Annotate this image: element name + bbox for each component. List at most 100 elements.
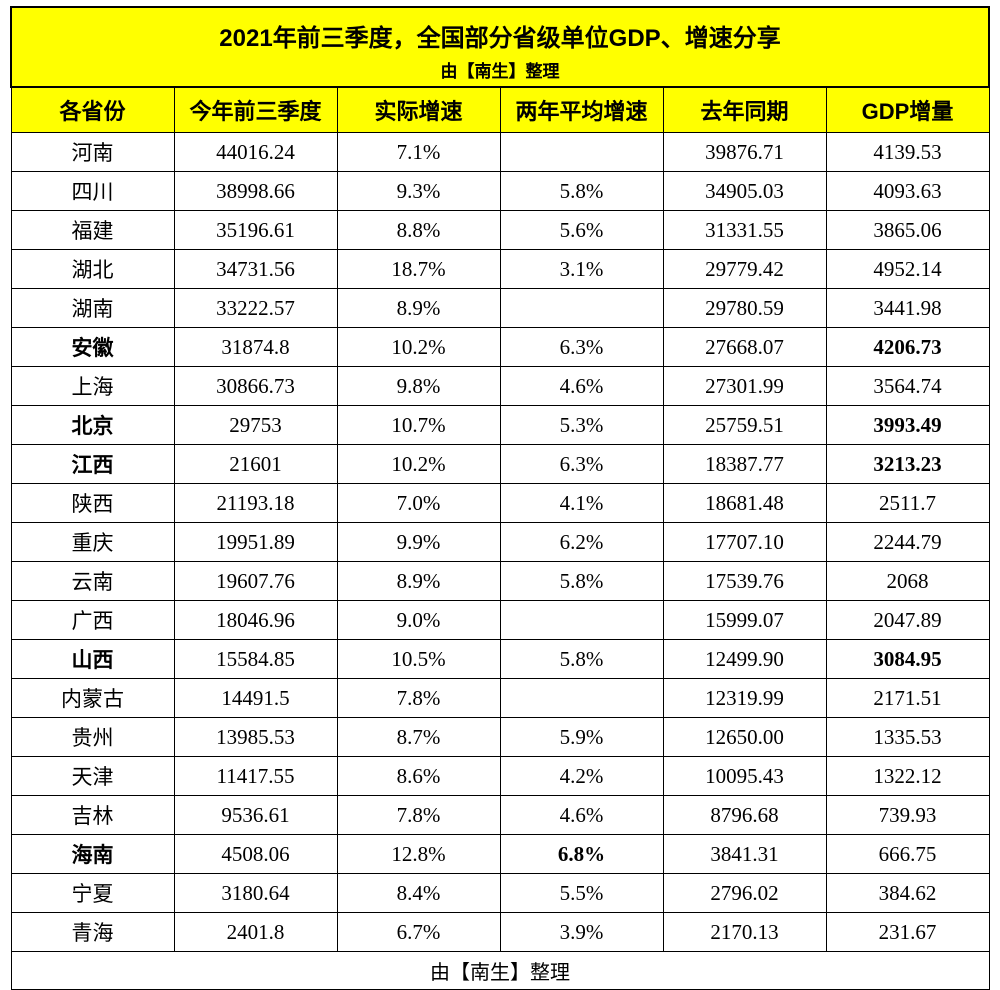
cell-province: 北京 [11,406,174,445]
footer-text: 由【南生】整理 [11,952,989,990]
cell-q3_2021: 18046.96 [174,601,337,640]
cell-growth: 8.9% [337,562,500,601]
cell-province: 宁夏 [11,874,174,913]
cell-increase: 2068 [826,562,989,601]
cell-province: 河南 [11,133,174,172]
cell-growth: 18.7% [337,250,500,289]
cell-avg2y: 4.2% [500,757,663,796]
cell-q3_2021: 11417.55 [174,757,337,796]
table-row: 四川38998.669.3%5.8%34905.034093.63 [11,172,989,211]
cell-q3_2021: 15584.85 [174,640,337,679]
cell-growth: 8.8% [337,211,500,250]
cell-growth: 9.8% [337,367,500,406]
cell-increase: 2511.7 [826,484,989,523]
cell-increase: 1335.53 [826,718,989,757]
cell-increase: 1322.12 [826,757,989,796]
title-row: 2021年前三季度，全国部分省级单位GDP、增速分享 由【南生】整理 [11,7,989,87]
cell-province: 四川 [11,172,174,211]
cell-increase: 666.75 [826,835,989,874]
cell-q3_2021: 13985.53 [174,718,337,757]
cell-growth: 10.5% [337,640,500,679]
cell-q3_2021: 29753 [174,406,337,445]
table-row: 安徽31874.810.2%6.3%27668.074206.73 [11,328,989,367]
cell-avg2y: 5.8% [500,562,663,601]
cell-increase: 3084.95 [826,640,989,679]
cell-q3_2021: 35196.61 [174,211,337,250]
cell-growth: 10.2% [337,328,500,367]
cell-lastyear: 15999.07 [663,601,826,640]
cell-province: 内蒙古 [11,679,174,718]
cell-avg2y: 3.9% [500,913,663,952]
cell-increase: 384.62 [826,874,989,913]
cell-growth: 8.9% [337,289,500,328]
cell-lastyear: 18387.77 [663,445,826,484]
cell-lastyear: 17539.76 [663,562,826,601]
table-row: 吉林9536.617.8%4.6%8796.68739.93 [11,796,989,835]
cell-province: 安徽 [11,328,174,367]
cell-growth: 7.8% [337,796,500,835]
cell-lastyear: 12650.00 [663,718,826,757]
cell-q3_2021: 14491.5 [174,679,337,718]
cell-growth: 8.4% [337,874,500,913]
cell-province: 吉林 [11,796,174,835]
table-row: 天津11417.558.6%4.2%10095.431322.12 [11,757,989,796]
cell-avg2y: 5.9% [500,718,663,757]
cell-avg2y [500,679,663,718]
cell-avg2y: 6.2% [500,523,663,562]
cell-province: 上海 [11,367,174,406]
cell-province: 江西 [11,445,174,484]
cell-increase: 231.67 [826,913,989,952]
cell-growth: 9.3% [337,172,500,211]
cell-province: 湖南 [11,289,174,328]
cell-province: 广西 [11,601,174,640]
cell-avg2y [500,133,663,172]
cell-avg2y [500,601,663,640]
cell-avg2y: 4.1% [500,484,663,523]
cell-province: 天津 [11,757,174,796]
col-header-increase: GDP增量 [826,87,989,133]
cell-province: 海南 [11,835,174,874]
cell-province: 陕西 [11,484,174,523]
table-row: 云南19607.768.9%5.8%17539.762068 [11,562,989,601]
cell-avg2y: 5.8% [500,172,663,211]
col-header-q3: 今年前三季度 [174,87,337,133]
cell-q3_2021: 19607.76 [174,562,337,601]
cell-avg2y: 6.3% [500,445,663,484]
header-row: 各省份 今年前三季度 实际增速 两年平均增速 去年同期 GDP增量 [11,87,989,133]
cell-increase: 2047.89 [826,601,989,640]
table-row: 湖南33222.578.9%29780.593441.98 [11,289,989,328]
table-row: 上海30866.739.8%4.6%27301.993564.74 [11,367,989,406]
table-row: 青海2401.86.7%3.9%2170.13231.67 [11,913,989,952]
cell-lastyear: 29779.42 [663,250,826,289]
cell-increase: 4093.63 [826,172,989,211]
table-row: 陕西21193.187.0%4.1%18681.482511.7 [11,484,989,523]
cell-q3_2021: 3180.64 [174,874,337,913]
cell-province: 重庆 [11,523,174,562]
cell-province: 青海 [11,913,174,952]
cell-lastyear: 25759.51 [663,406,826,445]
cell-growth: 10.7% [337,406,500,445]
cell-increase: 739.93 [826,796,989,835]
cell-avg2y: 5.3% [500,406,663,445]
cell-lastyear: 34905.03 [663,172,826,211]
table-row: 江西2160110.2%6.3%18387.773213.23 [11,445,989,484]
cell-lastyear: 29780.59 [663,289,826,328]
cell-growth: 9.0% [337,601,500,640]
table-row: 北京2975310.7%5.3%25759.513993.49 [11,406,989,445]
table-row: 广西18046.969.0% 15999.072047.89 [11,601,989,640]
cell-lastyear: 8796.68 [663,796,826,835]
cell-province: 云南 [11,562,174,601]
cell-province: 湖北 [11,250,174,289]
cell-province: 山西 [11,640,174,679]
footer-row: 由【南生】整理 [11,952,989,990]
cell-growth: 7.8% [337,679,500,718]
cell-lastyear: 18681.48 [663,484,826,523]
cell-lastyear: 3841.31 [663,835,826,874]
cell-q3_2021: 19951.89 [174,523,337,562]
cell-q3_2021: 34731.56 [174,250,337,289]
cell-avg2y: 6.8% [500,835,663,874]
cell-increase: 2244.79 [826,523,989,562]
cell-avg2y: 4.6% [500,796,663,835]
cell-growth: 9.9% [337,523,500,562]
cell-q3_2021: 44016.24 [174,133,337,172]
